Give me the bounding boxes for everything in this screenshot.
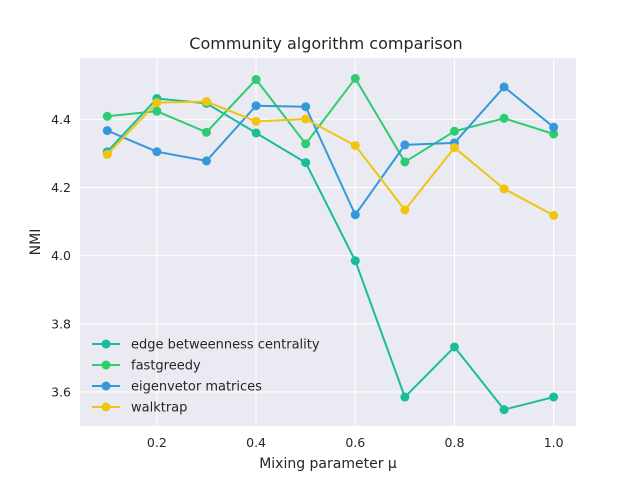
data-point xyxy=(549,392,559,402)
series-line xyxy=(106,97,554,411)
data-point xyxy=(251,116,261,126)
x-tick-label: 1.0 xyxy=(544,435,564,450)
x-tick-label: 0.8 xyxy=(445,435,465,450)
legend: edge betweenness centrality fastgreedy eig… xyxy=(92,338,320,416)
legend-item: edge betweenness centrality xyxy=(92,338,320,353)
data-point xyxy=(449,342,459,352)
legend-swatch-marker xyxy=(101,381,111,391)
y-tick-label: 4.0 xyxy=(51,248,71,263)
legend-swatch-marker xyxy=(101,360,111,370)
data-point xyxy=(350,73,360,83)
data-point xyxy=(152,98,162,108)
data-point xyxy=(499,82,509,92)
series-line xyxy=(107,77,554,163)
data-point xyxy=(400,205,410,215)
data-point xyxy=(301,114,311,124)
series-2 xyxy=(102,82,559,220)
y-axis-label: NMI xyxy=(28,229,44,256)
data-point xyxy=(350,256,360,266)
data-point xyxy=(152,106,162,116)
series-line xyxy=(106,85,555,216)
data-point xyxy=(201,156,211,166)
y-tick-label: 4.2 xyxy=(51,180,71,195)
data-point xyxy=(549,210,559,220)
data-point xyxy=(549,122,559,132)
data-point xyxy=(301,102,311,112)
legend-swatch-marker xyxy=(101,402,111,412)
series-line xyxy=(106,100,555,217)
data-point xyxy=(201,97,211,107)
data-point xyxy=(499,405,509,415)
data-point xyxy=(251,74,261,84)
data-point xyxy=(499,113,509,123)
data-point xyxy=(499,184,509,194)
legend-label: fastgreedy xyxy=(131,359,201,374)
legend-label: edge betweenness centrality xyxy=(131,338,320,353)
legend-label: walktrap xyxy=(131,401,187,416)
series-3 xyxy=(102,97,559,220)
x-tick-labels: 0.2 0.4 0.6 0.8 1.0 xyxy=(147,435,564,450)
x-tick-label: 0.4 xyxy=(246,435,266,450)
data-point xyxy=(400,140,410,150)
legend-label: eigenvetor matrices xyxy=(131,380,262,395)
x-axis-label: Mixing parameter μ xyxy=(259,456,397,472)
series-1 xyxy=(102,73,559,167)
data-point xyxy=(449,126,459,136)
chart-title: Community algorithm comparison xyxy=(189,34,462,53)
data-point xyxy=(102,149,112,159)
data-point xyxy=(549,129,559,139)
legend-item: eigenvetor matrices xyxy=(92,380,262,395)
legend-item: walktrap xyxy=(92,401,187,416)
data-point xyxy=(350,210,360,220)
data-point xyxy=(251,101,261,111)
y-tick-labels: 3.6 3.8 4.0 4.2 4.4 xyxy=(51,112,71,400)
y-tick-label: 3.6 xyxy=(51,384,71,399)
data-point xyxy=(102,126,112,136)
data-point xyxy=(301,158,311,168)
data-point xyxy=(400,157,410,167)
data-point xyxy=(400,392,410,402)
series-group xyxy=(102,73,559,415)
data-point xyxy=(152,147,162,157)
y-tick-label: 4.4 xyxy=(51,112,71,127)
data-point xyxy=(350,141,360,151)
grid xyxy=(80,58,576,426)
x-tick-label: 0.2 xyxy=(147,435,167,450)
data-point xyxy=(201,127,211,137)
legend-swatch-marker xyxy=(101,339,111,349)
data-point xyxy=(449,143,459,153)
x-tick-label: 0.6 xyxy=(345,435,365,450)
data-point xyxy=(251,128,261,138)
data-point xyxy=(102,111,112,121)
y-tick-label: 3.8 xyxy=(51,316,71,331)
legend-item: fastgreedy xyxy=(92,359,201,374)
data-point xyxy=(301,139,311,149)
